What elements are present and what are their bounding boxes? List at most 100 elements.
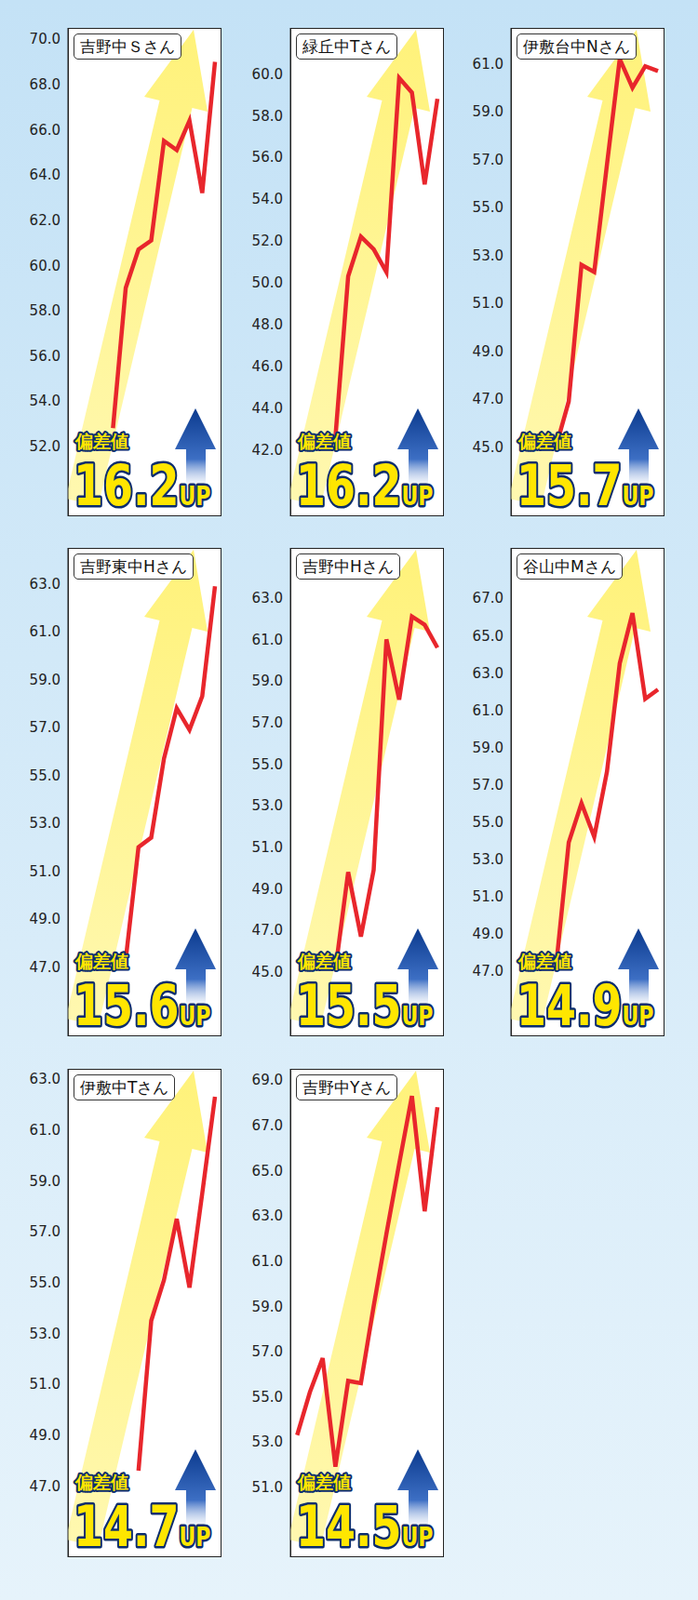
svg-text:69.0: 69.0 xyxy=(252,1072,283,1089)
svg-text:63.0: 63.0 xyxy=(29,1071,61,1088)
svg-text:49.0: 49.0 xyxy=(472,343,504,361)
svg-text:65.0: 65.0 xyxy=(252,1163,283,1181)
html-text:吉野中Yさん: 吉野中Yさん xyxy=(302,1078,392,1098)
svg-text:67.0: 67.0 xyxy=(252,1117,283,1135)
svg-text:55.0: 55.0 xyxy=(472,814,504,832)
svg-text:59.0: 59.0 xyxy=(252,1299,283,1316)
svg-text:47.0: 47.0 xyxy=(472,390,504,408)
svg-text:52.0: 52.0 xyxy=(252,232,283,250)
html-text:吉野東中Hさん: 吉野東中Hさん xyxy=(80,557,187,577)
html-text:吉野中Ｓさん: 吉野中Ｓさん xyxy=(80,37,175,56)
html-text:伊敷中Tさん: 伊敷中Tさん xyxy=(80,1078,169,1098)
svg-text:15.5UP: 15.5UP xyxy=(295,973,433,1040)
svg-text:47.0: 47.0 xyxy=(472,963,504,980)
svg-text:15.7UP: 15.7UP xyxy=(516,453,654,520)
svg-text:偏差値: 偏差値 xyxy=(74,430,129,452)
svg-text:14.9UP: 14.9UP xyxy=(516,973,654,1040)
svg-text:57.0: 57.0 xyxy=(252,714,283,732)
svg-text:14.7UP: 14.7UP xyxy=(73,1494,211,1561)
svg-text:59.0: 59.0 xyxy=(472,103,504,121)
svg-text:61.0: 61.0 xyxy=(29,1122,61,1140)
svg-text:60.0: 60.0 xyxy=(252,66,283,83)
svg-text:61.0: 61.0 xyxy=(252,631,283,649)
svg-text:51.0: 51.0 xyxy=(252,839,283,857)
svg-text:48.0: 48.0 xyxy=(252,316,283,334)
svg-text:63.0: 63.0 xyxy=(29,576,61,593)
svg-text:44.0: 44.0 xyxy=(252,400,283,417)
svg-text:51.0: 51.0 xyxy=(472,295,504,312)
svg-text:偏差値: 偏差値 xyxy=(296,430,351,452)
svg-text:52.0: 52.0 xyxy=(29,438,61,456)
svg-text:62.0: 62.0 xyxy=(29,212,61,229)
svg-text:偏差値: 偏差値 xyxy=(296,1472,351,1493)
html-text:吉野中Hさん: 吉野中Hさん xyxy=(302,557,394,577)
svg-text:53.0: 53.0 xyxy=(252,797,283,815)
svg-text:56.0: 56.0 xyxy=(252,148,283,166)
svg-text:49.0: 49.0 xyxy=(29,911,61,928)
svg-text:49.0: 49.0 xyxy=(252,881,283,899)
svg-text:47.0: 47.0 xyxy=(252,922,283,940)
svg-text:56.0: 56.0 xyxy=(29,348,61,365)
svg-text:53.0: 53.0 xyxy=(472,851,504,869)
svg-text:59.0: 59.0 xyxy=(252,672,283,690)
svg-text:45.0: 45.0 xyxy=(252,964,283,981)
svg-text:51.0: 51.0 xyxy=(252,1479,283,1497)
svg-text:16.2UP: 16.2UP xyxy=(73,453,211,520)
svg-text:61.0: 61.0 xyxy=(472,55,504,73)
svg-text:58.0: 58.0 xyxy=(29,302,61,320)
svg-text:64.0: 64.0 xyxy=(29,166,61,184)
svg-text:57.0: 57.0 xyxy=(472,777,504,794)
svg-text:53.0: 53.0 xyxy=(252,1434,283,1451)
svg-text:53.0: 53.0 xyxy=(29,815,61,833)
svg-text:59.0: 59.0 xyxy=(472,739,504,757)
svg-text:59.0: 59.0 xyxy=(29,671,61,689)
svg-text:55.0: 55.0 xyxy=(29,767,61,785)
svg-text:61.0: 61.0 xyxy=(252,1253,283,1271)
svg-text:60.0: 60.0 xyxy=(29,257,61,275)
svg-text:54.0: 54.0 xyxy=(252,190,283,208)
svg-text:偏差値: 偏差値 xyxy=(74,951,129,972)
svg-text:49.0: 49.0 xyxy=(29,1427,61,1445)
svg-text:68.0: 68.0 xyxy=(29,76,61,94)
svg-text:58.0: 58.0 xyxy=(252,107,283,125)
svg-text:偏差値: 偏差値 xyxy=(517,951,572,972)
html-text:谷山中Mさん: 谷山中Mさん xyxy=(523,557,616,577)
svg-text:57.0: 57.0 xyxy=(29,1223,61,1241)
svg-text:70.0: 70.0 xyxy=(29,30,61,48)
svg-text:61.0: 61.0 xyxy=(29,623,61,641)
svg-text:55.0: 55.0 xyxy=(472,199,504,216)
svg-text:63.0: 63.0 xyxy=(472,665,504,683)
svg-text:55.0: 55.0 xyxy=(29,1275,61,1292)
svg-text:47.0: 47.0 xyxy=(29,959,61,977)
svg-text:47.0: 47.0 xyxy=(29,1478,61,1496)
svg-text:65.0: 65.0 xyxy=(472,628,504,645)
svg-text:45.0: 45.0 xyxy=(472,439,504,457)
svg-text:50.0: 50.0 xyxy=(252,274,283,292)
svg-text:51.0: 51.0 xyxy=(29,863,61,881)
svg-text:15.6UP: 15.6UP xyxy=(73,973,211,1040)
svg-text:51.0: 51.0 xyxy=(472,888,504,906)
svg-text:14.5UP: 14.5UP xyxy=(295,1494,433,1561)
svg-text:偏差値: 偏差値 xyxy=(296,951,351,972)
svg-text:55.0: 55.0 xyxy=(252,1389,283,1407)
svg-text:46.0: 46.0 xyxy=(252,358,283,376)
svg-text:57.0: 57.0 xyxy=(252,1343,283,1361)
svg-text:53.0: 53.0 xyxy=(472,247,504,265)
svg-text:42.0: 42.0 xyxy=(252,442,283,459)
svg-text:53.0: 53.0 xyxy=(29,1326,61,1343)
svg-text:51.0: 51.0 xyxy=(29,1376,61,1394)
svg-text:61.0: 61.0 xyxy=(472,702,504,720)
svg-text:偏差値: 偏差値 xyxy=(74,1472,129,1493)
svg-text:59.0: 59.0 xyxy=(29,1173,61,1191)
svg-text:49.0: 49.0 xyxy=(472,926,504,943)
svg-text:54.0: 54.0 xyxy=(29,392,61,410)
svg-text:55.0: 55.0 xyxy=(252,756,283,774)
svg-text:66.0: 66.0 xyxy=(29,121,61,139)
svg-text:偏差値: 偏差値 xyxy=(517,430,572,452)
svg-text:57.0: 57.0 xyxy=(472,151,504,169)
svg-text:16.2UP: 16.2UP xyxy=(295,453,433,520)
svg-text:63.0: 63.0 xyxy=(252,590,283,607)
svg-text:57.0: 57.0 xyxy=(29,719,61,737)
svg-text:67.0: 67.0 xyxy=(472,590,504,607)
svg-text:63.0: 63.0 xyxy=(252,1208,283,1225)
